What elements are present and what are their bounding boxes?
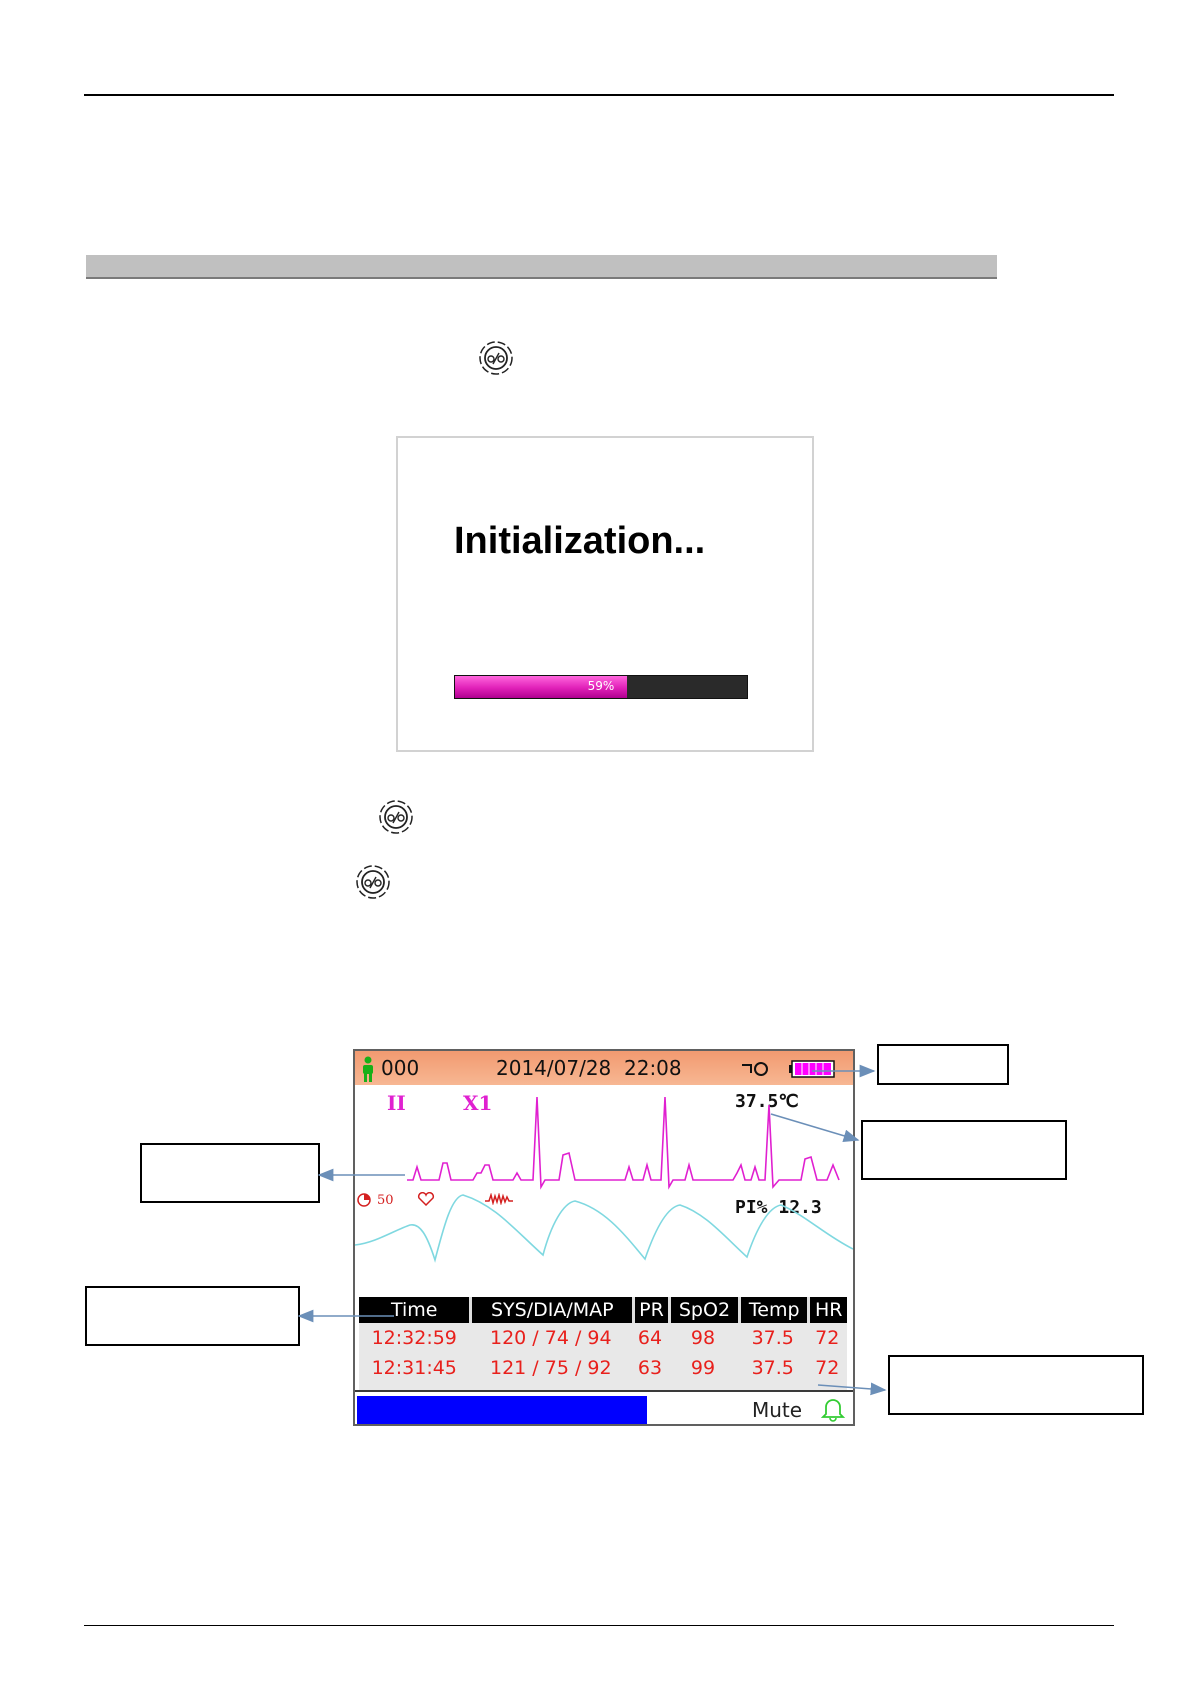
status-message-bar	[357, 1396, 647, 1424]
table-cell: 121 / 75 / 92	[489, 1357, 612, 1379]
table-cell: 120 / 74 / 94	[489, 1327, 612, 1349]
perfusion-index: PI% 12.3	[735, 1197, 822, 1218]
callout-box-waveform	[140, 1143, 320, 1203]
table-header-cell: SpO2	[667, 1297, 739, 1323]
callout-box-parameters	[861, 1120, 1067, 1180]
table-cell: 12:32:59	[371, 1327, 457, 1349]
footer-rule	[84, 1625, 1114, 1626]
table-cell: 63	[637, 1357, 663, 1379]
patient-icon	[363, 1056, 373, 1082]
table-header-cell: HR	[807, 1297, 847, 1323]
ecg-lead-label: II	[387, 1091, 406, 1115]
ecg-gain-label: X1	[463, 1091, 493, 1115]
table-cell: 12:31:45	[371, 1357, 457, 1379]
date-time: 2014/07/28 22:08	[496, 1056, 682, 1080]
table-header-cell: SYS/DIA/MAP	[469, 1297, 633, 1323]
table-row: 12:32:59 120 / 74 / 94 64 98 37.5 72	[359, 1323, 847, 1353]
power-button-icon	[379, 800, 413, 834]
table-row: 12:31:45 121 / 75 / 92 63 99 37.5 72	[359, 1353, 847, 1383]
initialization-screen: Initialization... 59%	[396, 436, 814, 752]
heart-icon	[417, 1192, 435, 1206]
table-header-cell: Time	[359, 1297, 470, 1323]
pulse-artifact-icon	[485, 1193, 513, 1205]
mute-label: Mute	[752, 1398, 803, 1422]
patient-id: 000	[381, 1056, 420, 1080]
alarm-bell-icon	[820, 1399, 846, 1422]
progress-label: 59%	[587, 679, 615, 693]
table-cell: 64	[637, 1327, 663, 1349]
table-cell: 72	[815, 1357, 840, 1379]
ecg-waveform	[407, 1096, 840, 1190]
power-button-icon	[479, 341, 513, 375]
monitor-status-header: 000 2014/07/28 22:08	[355, 1051, 853, 1085]
section-heading-bar	[86, 255, 997, 279]
table-cell: 37.5	[751, 1327, 794, 1349]
key-lock-icon	[742, 1062, 768, 1076]
table-header-row: Time SYS/DIA/MAP PR SpO2 Temp HR	[359, 1297, 847, 1323]
table-header-cell: PR	[632, 1297, 668, 1323]
pleth-sensor-icon	[357, 1193, 371, 1207]
callout-box-records	[85, 1286, 300, 1346]
initialization-title: Initialization...	[454, 520, 706, 562]
callout-box-alarm	[888, 1355, 1144, 1415]
table-cell: 37.5	[751, 1357, 794, 1379]
table-header-cell: Temp	[738, 1297, 808, 1323]
header-rule	[84, 94, 1114, 96]
monitor-footer: Mute	[355, 1390, 853, 1424]
table-cell: 98	[690, 1327, 716, 1349]
battery-icon	[789, 1060, 835, 1078]
pleth-scale-label: 50	[377, 1193, 394, 1208]
table-cell: 72	[815, 1327, 840, 1349]
pleth-waveform	[355, 1194, 853, 1263]
callout-box-battery	[877, 1044, 1009, 1085]
monitor-main-screen: 000 2014/07/28 22:08 II X1 37.5℃ 50	[353, 1049, 855, 1426]
power-button-icon	[356, 865, 390, 899]
temperature-reading: 37.5℃	[735, 1091, 799, 1112]
progress-fill	[455, 676, 628, 698]
initialization-progress-bar: 59%	[454, 675, 748, 699]
table-cell: 99	[690, 1357, 716, 1379]
